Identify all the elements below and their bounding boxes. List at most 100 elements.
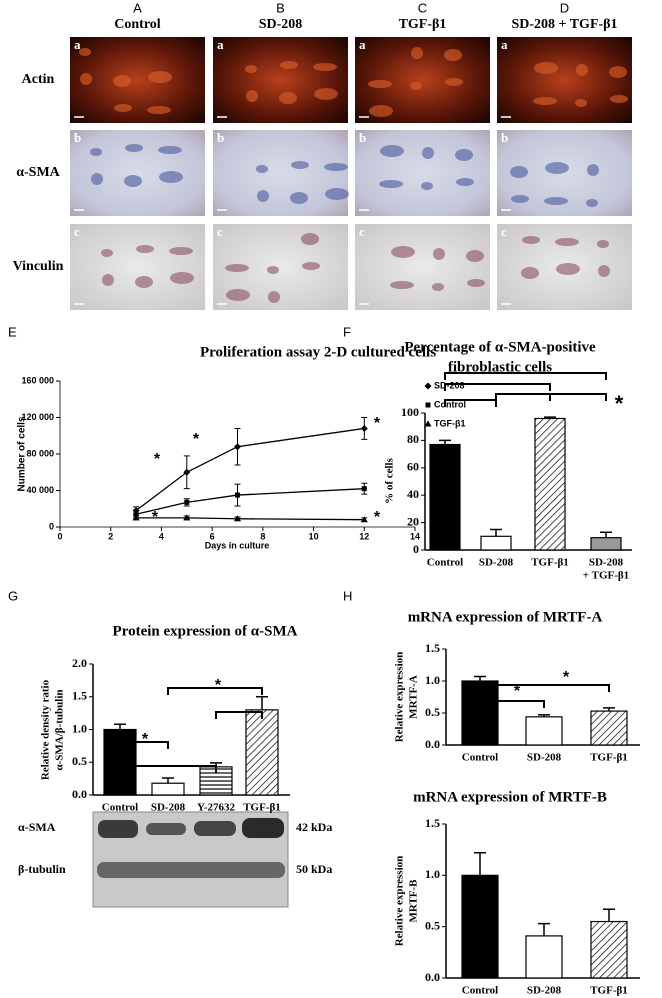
column-title: Control: [114, 17, 161, 32]
panel-letter: H: [343, 588, 352, 603]
error-bar: [538, 922, 550, 936]
x-tick-label: SD-208: [589, 557, 624, 569]
cell: [279, 92, 297, 104]
marker: [360, 516, 368, 523]
y-axis-label: MRTF-B: [408, 879, 420, 923]
panel-sublabel: b: [359, 130, 366, 145]
cell: [113, 75, 131, 87]
x-tick-label: 0: [57, 531, 62, 541]
cell: [80, 73, 92, 85]
x-tick-label: TGF-β1: [590, 752, 628, 764]
x-tick-label: Y-27632: [197, 802, 236, 814]
panel-sublabel: c: [217, 224, 223, 239]
error-bar: [162, 777, 174, 784]
y-tick-label: 160 000: [21, 375, 54, 385]
y-tick-label: 0: [49, 521, 54, 531]
cell: [226, 289, 250, 301]
bar: [151, 782, 185, 796]
cell: [575, 99, 587, 107]
cell: [467, 279, 485, 287]
bar: [525, 935, 563, 979]
y-tick-label: 1.0: [425, 673, 440, 687]
panel-sublabel: a: [217, 37, 224, 52]
column-letter: D: [560, 0, 569, 15]
cell: [544, 197, 568, 205]
x-tick-label: 4: [159, 531, 164, 541]
y-axis-label: MRTF-A: [408, 675, 420, 719]
error-bar: [603, 707, 615, 712]
cell: [432, 283, 444, 291]
y-tick-label: 2.0: [72, 656, 87, 670]
row-label: Actin: [22, 72, 55, 87]
y-tick-label: 1.5: [425, 816, 440, 830]
cell: [158, 146, 182, 154]
significance-bracket: [444, 372, 607, 380]
x-tick-label: 6: [210, 531, 215, 541]
legend-label: SD-208: [434, 380, 465, 390]
cell: [598, 265, 610, 277]
cell: [379, 180, 403, 188]
cell: [257, 190, 269, 202]
y-tick-label: 40: [407, 487, 419, 501]
cell: [256, 165, 268, 173]
error-bar: [114, 723, 126, 730]
column-title: TGF-β1: [399, 17, 447, 32]
significance-star: *: [615, 391, 624, 416]
column-letter: A: [133, 0, 142, 15]
marker: [235, 492, 240, 498]
cell: [268, 291, 280, 303]
y-tick-label: 1.5: [72, 689, 87, 703]
cell: [556, 263, 580, 275]
cell: [324, 163, 348, 171]
chart-title: Proliferation assay 2-D cultured cells: [200, 344, 436, 360]
micrograph: [70, 37, 205, 123]
cell: [380, 145, 404, 157]
cell: [79, 48, 91, 56]
bar: [480, 535, 512, 551]
significance-bracket: [479, 700, 545, 708]
error-bar: [490, 528, 502, 537]
marker: [183, 514, 191, 521]
y-tick-label: 80: [407, 432, 419, 446]
y-tick-label: 0.5: [425, 918, 440, 932]
line: [135, 427, 365, 512]
cell: [290, 192, 308, 204]
cell: [291, 161, 309, 169]
blot-label: α-SMA: [18, 820, 56, 834]
y-tick-label: 0: [413, 542, 419, 556]
significance-bracket: [215, 711, 263, 719]
cell: [125, 144, 143, 152]
micrograph: [355, 130, 490, 216]
panel-sublabel: c: [74, 224, 80, 239]
x-tick-label: Control: [427, 557, 463, 569]
bar: [534, 417, 566, 551]
panel-letter: G: [8, 588, 18, 603]
x-tick-label: SD-208: [527, 985, 562, 997]
panel-sublabel: b: [501, 130, 508, 145]
y-tick-label: 20: [407, 514, 419, 528]
significance-star: *: [374, 415, 381, 432]
y-axis-label: Relative expression: [394, 652, 406, 743]
chart-title: mRNA expression of MRTF-A: [408, 609, 603, 625]
cell: [114, 104, 132, 112]
cell: [91, 173, 103, 185]
marker: [234, 443, 241, 451]
bar: [245, 709, 279, 796]
significance-star: *: [142, 731, 149, 748]
x-tick-label: 12: [359, 531, 369, 541]
significance-star: *: [563, 669, 570, 686]
legend-label: Control: [434, 399, 466, 409]
error-bar: [538, 714, 550, 717]
blot-size: 50 kDa: [296, 862, 332, 876]
micrograph: [213, 130, 348, 216]
bar: [590, 537, 622, 551]
cell: [169, 247, 193, 255]
error-bar: [439, 439, 451, 445]
cell: [444, 49, 462, 61]
cell: [147, 106, 171, 114]
cell: [325, 188, 349, 200]
marker: [424, 382, 432, 390]
blot-label: β-tubulin: [18, 862, 66, 876]
marker: [234, 515, 241, 522]
